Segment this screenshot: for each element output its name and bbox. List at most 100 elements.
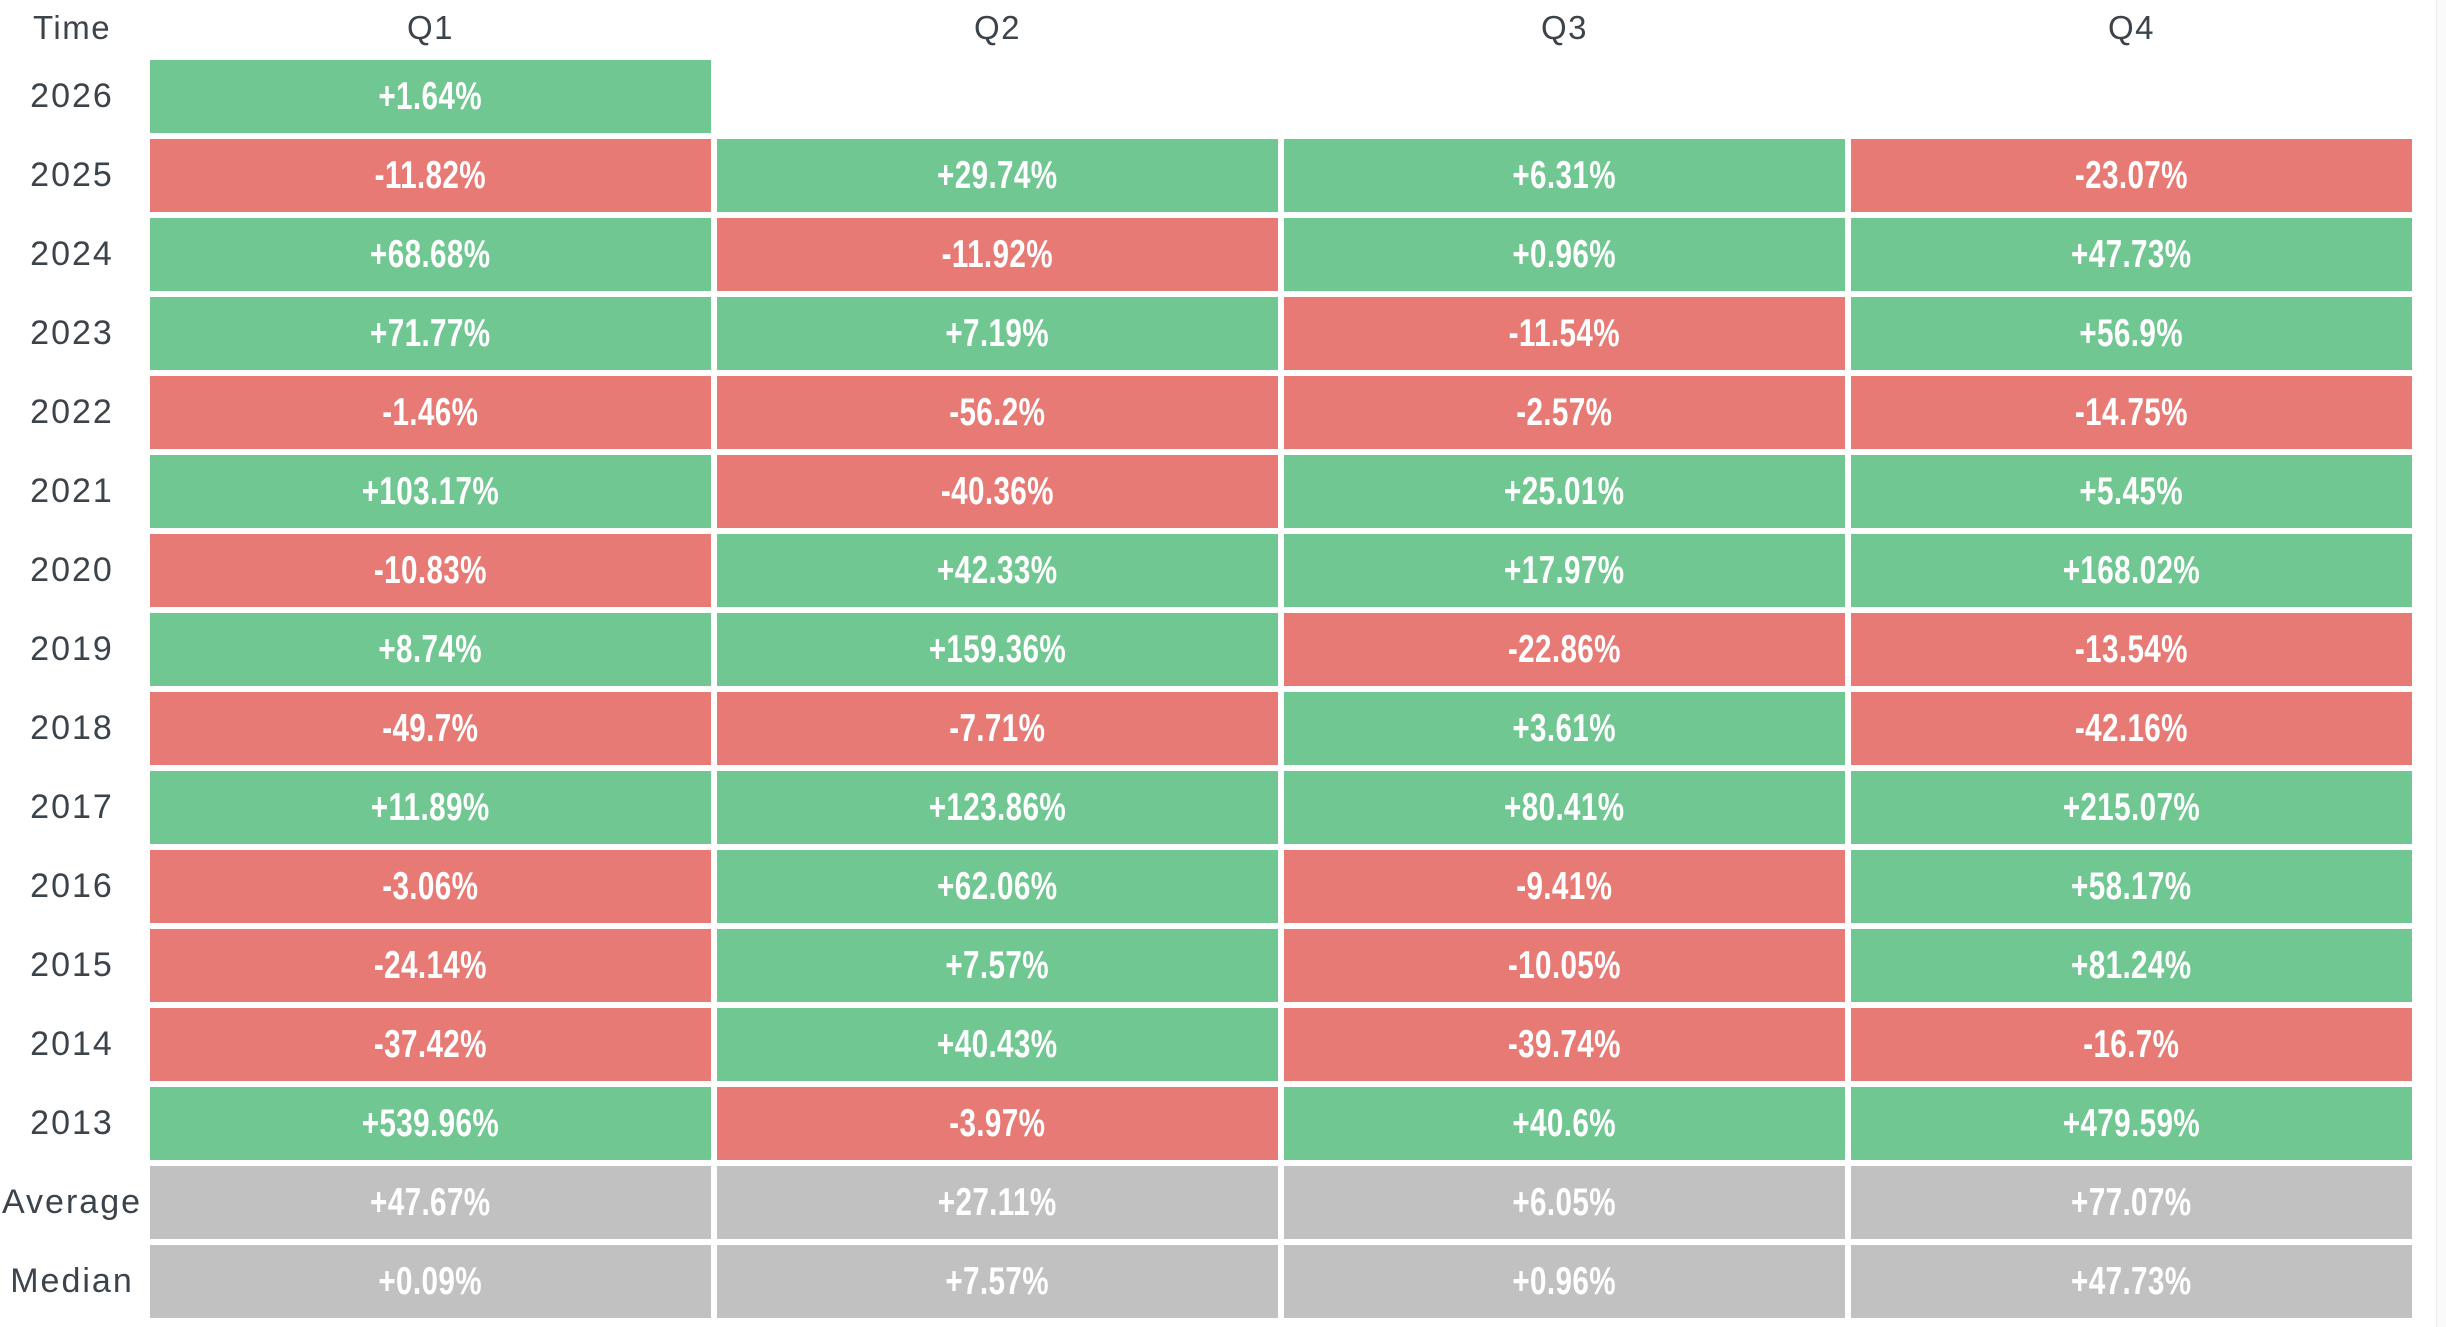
cell-value: -24.14% <box>373 943 488 987</box>
cell-2023-q1: +71.77% <box>150 297 711 370</box>
cell-2016-q4: +58.17% <box>1851 850 2412 923</box>
row-label-2020: 2020 <box>30 551 114 589</box>
row-label-2019: 2019 <box>30 630 114 668</box>
cell-2022-q2: -56.2% <box>717 376 1278 449</box>
cell-median-q4: +47.73% <box>1851 1245 2412 1318</box>
cell-value: +3.61% <box>1512 706 1617 750</box>
cell-2022-q3: -2.57% <box>1284 376 1845 449</box>
cell-2025-q1: -11.82% <box>150 139 711 212</box>
cell-value: -37.42% <box>373 1022 488 1066</box>
cell-value: +539.96% <box>361 1101 500 1145</box>
cell-2014-q4: -16.7% <box>1851 1008 2412 1081</box>
cell-2013-q2: -3.97% <box>717 1087 1278 1160</box>
cell-value: +42.33% <box>937 548 1058 592</box>
column-header-time: Time <box>32 9 112 46</box>
cell-2020-q2: +42.33% <box>717 534 1278 607</box>
cell-2019-q4: -13.54% <box>1851 613 2412 686</box>
cell-value: +47.73% <box>2071 232 2192 276</box>
cell-value: +68.68% <box>370 232 491 276</box>
cell-2024-q3: +0.96% <box>1284 218 1845 291</box>
cell-value: +7.19% <box>945 311 1050 355</box>
cell-value: +40.6% <box>1512 1101 1617 1145</box>
cell-value: -9.41% <box>1516 864 1613 908</box>
cell-2015-q4: +81.24% <box>1851 929 2412 1002</box>
cell-2025-q3: +6.31% <box>1284 139 1845 212</box>
cell-value: -10.05% <box>1507 943 1622 987</box>
row-label-2013: 2013 <box>30 1104 114 1142</box>
cell-value: +77.07% <box>2071 1180 2192 1224</box>
cell-value: +1.64% <box>378 74 483 118</box>
cell-2013-q1: +539.96% <box>150 1087 711 1160</box>
cell-2022-q1: -1.46% <box>150 376 711 449</box>
cell-2021-q1: +103.17% <box>150 455 711 528</box>
cell-2018-q1: -49.7% <box>150 692 711 765</box>
cell-value: +215.07% <box>2062 785 2201 829</box>
cell-value: +0.96% <box>1512 232 1617 276</box>
cell-value: +123.86% <box>928 785 1067 829</box>
cell-2013-q4: +479.59% <box>1851 1087 2412 1160</box>
cell-value: +8.74% <box>378 627 483 671</box>
row-label-2018: 2018 <box>30 709 114 747</box>
cell-value: -22.86% <box>1507 627 1622 671</box>
cell-average-q2: +27.11% <box>717 1166 1278 1239</box>
cell-2023-q4: +56.9% <box>1851 297 2412 370</box>
cell-median-q2: +7.57% <box>717 1245 1278 1318</box>
cell-value: -2.57% <box>1516 390 1613 434</box>
cell-2014-q1: -37.42% <box>150 1008 711 1081</box>
cell-value: -56.2% <box>949 390 1046 434</box>
cell-value: +479.59% <box>2062 1101 2201 1145</box>
cell-value: +71.77% <box>370 311 491 355</box>
cell-2025-q2: +29.74% <box>717 139 1278 212</box>
cell-value: +81.24% <box>2071 943 2192 987</box>
cell-value: +17.97% <box>1504 548 1625 592</box>
cell-2013-q3: +40.6% <box>1284 1087 1845 1160</box>
cell-2017-q3: +80.41% <box>1284 771 1845 844</box>
cell-value: -1.46% <box>382 390 479 434</box>
cell-2024-q1: +68.68% <box>150 218 711 291</box>
cell-2021-q3: +25.01% <box>1284 455 1845 528</box>
cell-2021-q2: -40.36% <box>717 455 1278 528</box>
cell-2020-q1: -10.83% <box>150 534 711 607</box>
cell-value: +40.43% <box>937 1022 1058 1066</box>
cell-2019-q3: -22.86% <box>1284 613 1845 686</box>
cell-value: +6.05% <box>1512 1180 1617 1224</box>
cell-value: -40.36% <box>940 469 1055 513</box>
row-label-2024: 2024 <box>30 235 114 273</box>
cell-value: -42.16% <box>2074 706 2189 750</box>
cell-value: +5.45% <box>2079 469 2184 513</box>
row-label-2016: 2016 <box>30 867 114 905</box>
row-label-2014: 2014 <box>30 1025 114 1063</box>
column-header-q3: Q3 <box>1540 9 1589 46</box>
cell-2019-q1: +8.74% <box>150 613 711 686</box>
cell-average-q1: +47.67% <box>150 1166 711 1239</box>
cell-average-q3: +6.05% <box>1284 1166 1845 1239</box>
cell-value: +47.67% <box>370 1180 491 1224</box>
row-label-2026: 2026 <box>30 77 114 115</box>
cell-2018-q4: -42.16% <box>1851 692 2412 765</box>
cell-2016-q3: -9.41% <box>1284 850 1845 923</box>
cell-2015-q3: -10.05% <box>1284 929 1845 1002</box>
cell-average-q4: +77.07% <box>1851 1166 2412 1239</box>
cell-2014-q2: +40.43% <box>717 1008 1278 1081</box>
cell-value: +168.02% <box>2062 548 2201 592</box>
cell-2023-q3: -11.54% <box>1284 297 1845 370</box>
cell-2026-q3 <box>1284 60 1845 133</box>
cell-value: +56.9% <box>2079 311 2184 355</box>
cell-2020-q3: +17.97% <box>1284 534 1845 607</box>
cell-2025-q4: -23.07% <box>1851 139 2412 212</box>
cell-2018-q2: -7.71% <box>717 692 1278 765</box>
cell-value: -11.92% <box>941 232 1054 276</box>
row-label-average: Average <box>1 1183 143 1221</box>
cell-value: +47.73% <box>2071 1259 2192 1303</box>
cell-value: +58.17% <box>2071 864 2192 908</box>
cell-2017-q4: +215.07% <box>1851 771 2412 844</box>
cell-value: +25.01% <box>1504 469 1625 513</box>
cell-value: -16.7% <box>2083 1022 2180 1066</box>
cell-2026-q1: +1.64% <box>150 60 711 133</box>
cell-2023-q2: +7.19% <box>717 297 1278 370</box>
cell-value: +29.74% <box>937 153 1058 197</box>
cell-value: +7.57% <box>945 1259 1050 1303</box>
row-label-2021: 2021 <box>30 472 114 510</box>
cell-value: -10.83% <box>373 548 488 592</box>
cell-2019-q2: +159.36% <box>717 613 1278 686</box>
